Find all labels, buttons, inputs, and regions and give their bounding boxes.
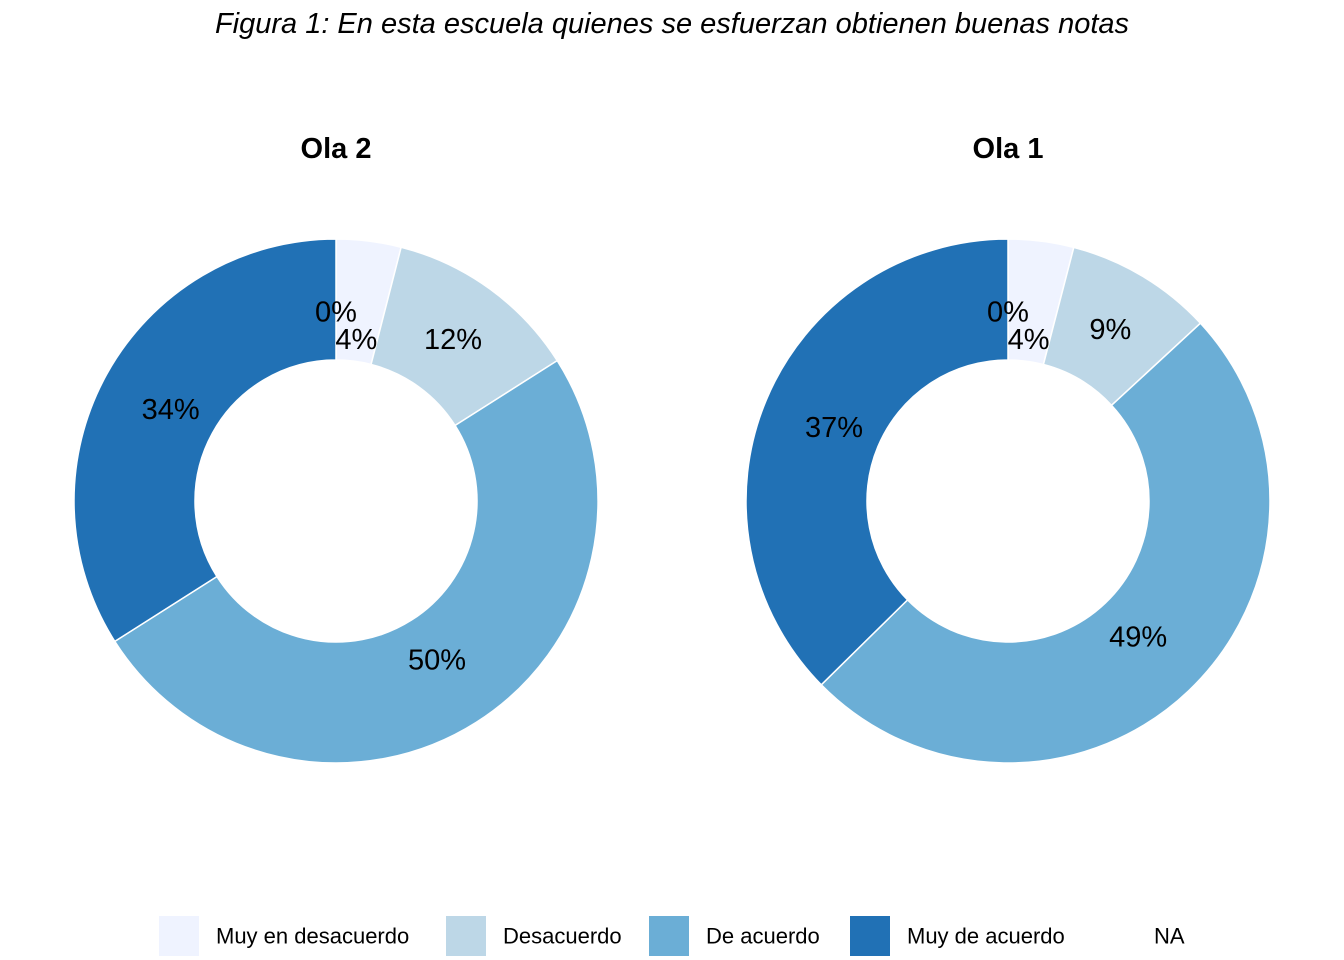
slice-label-na: 0% xyxy=(987,296,1029,328)
legend-swatch xyxy=(446,916,486,956)
slice-label-desacuerdo: 9% xyxy=(1089,314,1131,346)
legend-swatch xyxy=(649,916,689,956)
slice-de-acuerdo xyxy=(113,359,599,764)
slice-label-muy-de-acuerdo: 37% xyxy=(805,412,863,444)
panel-title: Ola 2 xyxy=(301,133,372,165)
legend-label: Desacuerdo xyxy=(503,924,622,949)
legend-label: Muy en desacuerdo xyxy=(216,924,409,949)
legend-label: NA xyxy=(1154,924,1185,949)
slice-de-acuerdo xyxy=(820,322,1271,764)
legend-item-muy-en-desacuerdo: Muy en desacuerdo xyxy=(159,916,409,956)
legend-item-na: NA xyxy=(1097,916,1185,956)
slice-label-muy-de-acuerdo: 34% xyxy=(142,394,200,426)
slice-label-muy-en-desacuerdo: 4% xyxy=(1008,324,1050,356)
slice-muy-de-acuerdo xyxy=(73,238,337,643)
slice-label-na: 0% xyxy=(315,296,357,328)
legend-label: Muy de acuerdo xyxy=(907,924,1065,949)
donut-slices xyxy=(745,238,1271,764)
panel-title: Ola 1 xyxy=(973,133,1044,165)
legend-swatch xyxy=(1097,916,1137,956)
legend-item-de-acuerdo: De acuerdo xyxy=(649,916,820,956)
legend-item-muy-de-acuerdo: Muy de acuerdo xyxy=(850,916,1065,956)
slice-label-de-acuerdo: 50% xyxy=(408,644,466,676)
slice-muy-de-acuerdo xyxy=(745,238,1009,686)
slice-label-de-acuerdo: 49% xyxy=(1109,622,1167,654)
panel-ola-1: Ola 1 4% 9% 49% 37% 0% xyxy=(745,133,1271,764)
slice-label-desacuerdo: 12% xyxy=(424,324,482,356)
legend-item-desacuerdo: Desacuerdo xyxy=(446,916,622,956)
legend-swatch xyxy=(159,916,199,956)
slice-label-muy-en-desacuerdo: 4% xyxy=(335,324,377,356)
legend: Muy en desacuerdo Desacuerdo De acuerdo Muy… xyxy=(159,916,1185,956)
legend-label: De acuerdo xyxy=(706,924,820,949)
figure-title: Figura 1: En esta escuela quienes se esf… xyxy=(215,8,1129,40)
legend-swatch xyxy=(850,916,890,956)
slice-labels: 4% 12% 50% 34% 0% xyxy=(142,296,482,676)
donut-slices xyxy=(73,238,599,764)
slice-labels: 4% 9% 49% 37% 0% xyxy=(805,296,1167,653)
panel-ola-2: Ola 2 4% 12% 50% 34% 0% xyxy=(73,133,599,764)
